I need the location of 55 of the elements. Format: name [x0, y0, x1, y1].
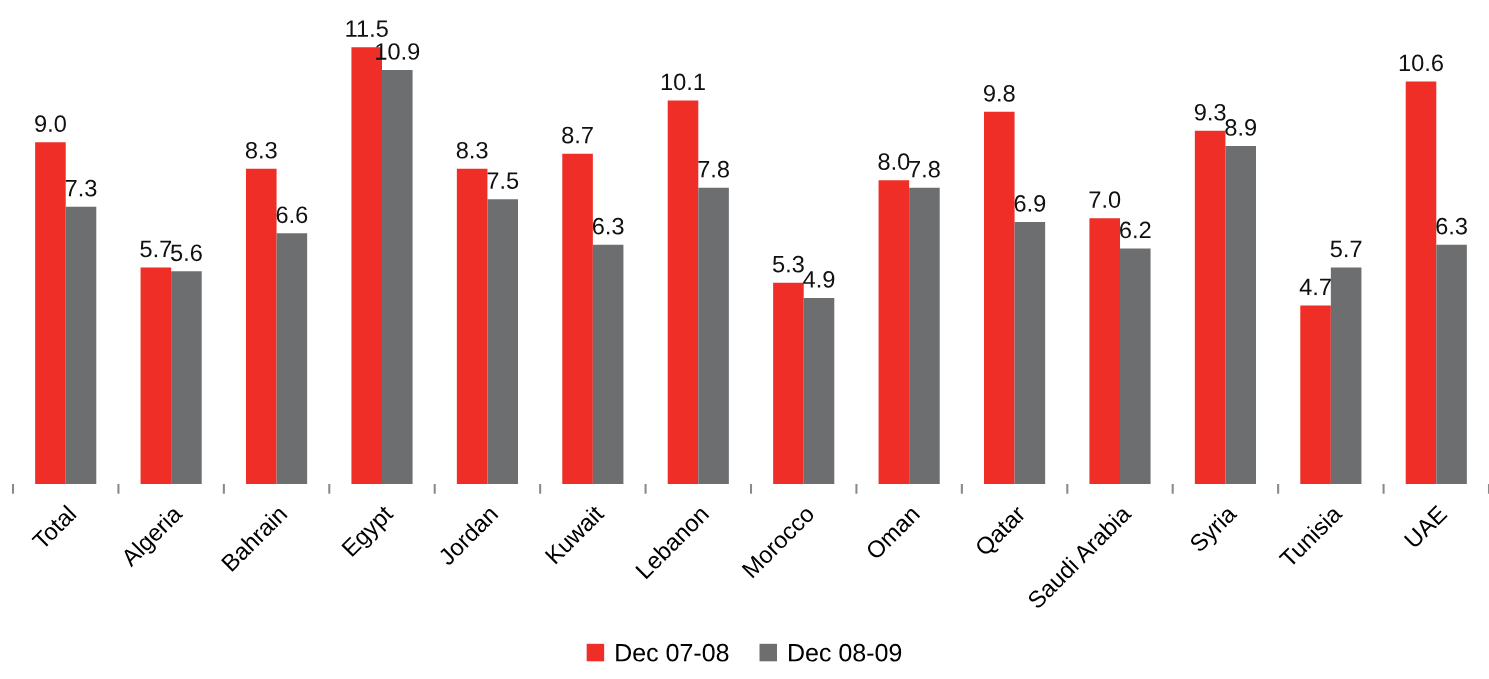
bar [276, 233, 308, 484]
bar [803, 297, 835, 484]
bar [1120, 248, 1151, 484]
bar [1014, 221, 1046, 484]
legend-label: Dec 07-08 [616, 643, 729, 662]
data-label: 9.8 [983, 84, 1015, 102]
data-label: 8.7 [562, 126, 593, 144]
bar [382, 70, 413, 484]
bar [1405, 81, 1437, 484]
data-label: 7.8 [698, 160, 729, 178]
bar [487, 199, 518, 484]
bar [984, 111, 1015, 484]
data-label: 7.5 [487, 172, 519, 189]
bar [140, 267, 172, 484]
bar [65, 206, 97, 484]
data-label: 6.3 [592, 217, 624, 235]
data-label: 5.6 [170, 244, 202, 262]
data-label: 4.9 [803, 270, 835, 288]
data-label: 8.3 [456, 141, 488, 159]
data-label: 10.1 [661, 73, 705, 91]
data-label: 8.9 [1225, 119, 1257, 136]
bar [562, 153, 593, 484]
legend-label: Dec 08-09 [789, 643, 902, 662]
bar [909, 187, 940, 484]
bar [667, 100, 699, 484]
data-label: 6.6 [276, 206, 308, 224]
data-label: 5.7 [140, 240, 172, 258]
data-label: 7.0 [1089, 191, 1121, 208]
data-label: 6.3 [1436, 217, 1467, 235]
data-label: 7.8 [909, 160, 940, 178]
bar [1194, 130, 1226, 484]
bar [1300, 305, 1331, 484]
data-label: 9.3 [1194, 103, 1226, 121]
data-label: 5.3 [772, 255, 804, 273]
data-label: 5.7 [1330, 240, 1362, 258]
data-label: 4.7 [1299, 278, 1331, 296]
bar [698, 187, 729, 484]
data-label: 8.0 [878, 153, 910, 170]
bar [878, 180, 910, 484]
bar [592, 244, 624, 484]
bar [773, 282, 804, 484]
bar [171, 271, 202, 484]
data-label: 6.2 [1120, 221, 1151, 239]
data-label: 11.5 [346, 20, 388, 38]
bar [1089, 218, 1120, 484]
bar [456, 168, 488, 484]
data-label: 6.9 [1014, 195, 1046, 212]
bar [1330, 267, 1362, 484]
data-label: 8.3 [245, 141, 277, 159]
bar [1225, 146, 1256, 484]
bar [1436, 244, 1467, 484]
data-label: 9.0 [35, 115, 66, 133]
data-label: 10.6 [1399, 54, 1443, 72]
bar [246, 168, 277, 484]
bar [35, 142, 66, 484]
